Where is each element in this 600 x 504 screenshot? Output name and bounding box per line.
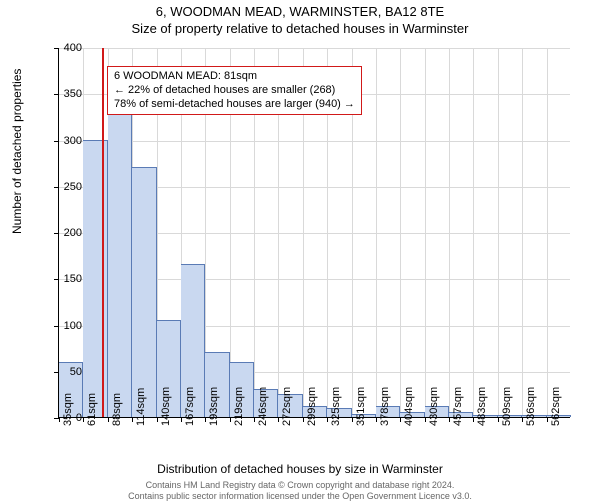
grid-line-vertical [522, 48, 523, 417]
x-tick-mark [59, 417, 60, 422]
x-tick-mark [473, 417, 474, 422]
x-tick-label: 246sqm [257, 387, 269, 426]
y-tick-label: 300 [64, 135, 82, 147]
annotation-line: 6 WOODMAN MEAD: 81sqm [114, 70, 355, 84]
footer-line-2: Contains public sector information licen… [0, 491, 600, 502]
page-address-title: 6, WOODMAN MEAD, WARMINSTER, BA12 8TE [0, 4, 600, 19]
grid-line-vertical [400, 48, 401, 417]
x-tick-label: 35sqm [62, 393, 74, 426]
histogram-bar [108, 98, 132, 417]
x-tick-mark [181, 417, 182, 422]
x-tick-mark [205, 417, 206, 422]
grid-line-vertical [498, 48, 499, 417]
y-tick-mark [54, 187, 59, 188]
page-subtitle: Size of property relative to detached ho… [0, 21, 600, 36]
y-tick-label: 50 [70, 366, 82, 378]
x-tick-label: 299sqm [306, 387, 318, 426]
y-tick-mark [54, 279, 59, 280]
x-tick-mark [352, 417, 353, 422]
x-tick-mark [425, 417, 426, 422]
grid-line-horizontal [59, 48, 570, 49]
x-tick-mark [400, 417, 401, 422]
y-axis-label: Number of detached properties [10, 69, 24, 234]
y-tick-label: 150 [64, 273, 82, 285]
y-tick-label: 0 [76, 412, 82, 424]
x-tick-label: 509sqm [501, 387, 513, 426]
y-tick-label: 200 [64, 227, 82, 239]
x-tick-mark [83, 417, 84, 422]
x-tick-label: 325sqm [330, 387, 342, 426]
y-tick-mark [54, 48, 59, 49]
grid-line-vertical [473, 48, 474, 417]
x-tick-label: 562sqm [550, 387, 562, 426]
x-tick-mark [376, 417, 377, 422]
footer-line-1: Contains HM Land Registry data © Crown c… [0, 480, 600, 491]
x-tick-mark [254, 417, 255, 422]
annotation-box: 6 WOODMAN MEAD: 81sqm← 22% of detached h… [107, 66, 362, 115]
x-tick-label: 457sqm [452, 387, 464, 426]
y-tick-mark [54, 94, 59, 95]
y-tick-label: 100 [64, 320, 82, 332]
x-tick-label: 61sqm [86, 393, 98, 426]
x-tick-label: 378sqm [379, 387, 391, 426]
x-tick-mark [230, 417, 231, 422]
grid-line-vertical [547, 48, 548, 417]
plot-area: 6 WOODMAN MEAD: 81sqm← 22% of detached h… [58, 48, 570, 418]
grid-line-horizontal [59, 141, 570, 142]
x-tick-mark [327, 417, 328, 422]
x-tick-mark [522, 417, 523, 422]
x-tick-mark [157, 417, 158, 422]
x-tick-mark [303, 417, 304, 422]
x-axis-label: Distribution of detached houses by size … [0, 462, 600, 476]
footer-attribution: Contains HM Land Registry data © Crown c… [0, 480, 600, 502]
x-tick-label: 404sqm [403, 387, 415, 426]
x-tick-mark [132, 417, 133, 422]
x-tick-mark [547, 417, 548, 422]
histogram-bar [132, 167, 156, 417]
x-tick-label: 351sqm [355, 387, 367, 426]
x-tick-label: 536sqm [525, 387, 537, 426]
y-tick-label: 400 [64, 42, 82, 54]
x-tick-label: 219sqm [233, 387, 245, 426]
x-tick-label: 272sqm [281, 387, 293, 426]
annotation-line: ← 22% of detached houses are smaller (26… [114, 84, 355, 98]
chart-container: 6 WOODMAN MEAD: 81sqm← 22% of detached h… [58, 48, 570, 418]
x-tick-label: 88sqm [111, 393, 123, 426]
x-tick-label: 114sqm [135, 388, 147, 426]
x-tick-label: 430sqm [428, 387, 440, 426]
grid-line-vertical [425, 48, 426, 417]
annotation-line: 78% of semi-detached houses are larger (… [114, 98, 355, 112]
x-tick-mark [108, 417, 109, 422]
x-tick-mark [278, 417, 279, 422]
y-tick-label: 250 [64, 181, 82, 193]
x-tick-label: 167sqm [184, 387, 196, 426]
y-tick-mark [54, 141, 59, 142]
y-tick-mark [54, 326, 59, 327]
x-tick-label: 483sqm [476, 387, 488, 426]
x-tick-label: 193sqm [208, 387, 220, 426]
x-tick-label: 140sqm [160, 387, 172, 426]
y-tick-label: 350 [64, 88, 82, 100]
grid-line-vertical [376, 48, 377, 417]
x-tick-mark [498, 417, 499, 422]
property-marker-line [102, 48, 104, 417]
y-tick-mark [54, 233, 59, 234]
x-tick-mark [449, 417, 450, 422]
grid-line-vertical [449, 48, 450, 417]
